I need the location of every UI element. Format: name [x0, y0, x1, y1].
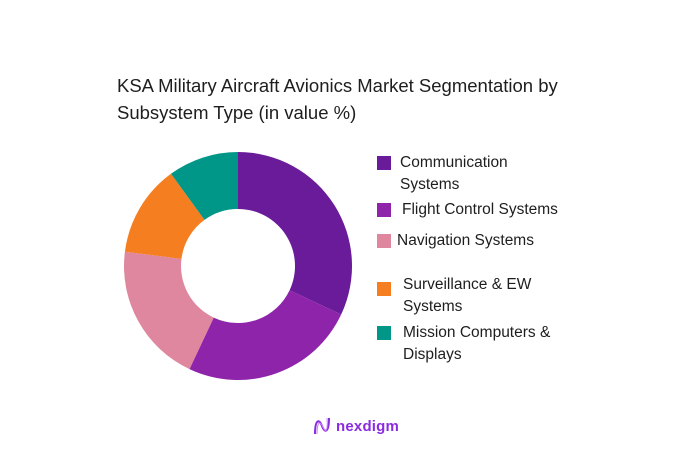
legend-item-communication: Communication Systems [377, 152, 540, 196]
legend-label: Flight Control Systems [402, 201, 558, 218]
legend-label: Surveillance & EW Systems [403, 276, 532, 315]
chart-title: KSA Military Aircraft Avionics Market Se… [117, 75, 558, 123]
donut-slice [124, 173, 205, 259]
legend-item-flight-control: Flight Control Systems [377, 199, 592, 221]
donut-slice [189, 290, 342, 380]
legend-label: Mission Computers & Displays [403, 324, 551, 363]
legend-swatch [377, 156, 391, 170]
donut-slice [170, 152, 238, 220]
legend-item-mission-computers: Mission Computers & Displays [377, 322, 578, 366]
nexdigm-logo: nexdigm [313, 416, 399, 436]
legend-swatch [377, 326, 391, 340]
donut-slice [124, 251, 214, 370]
logo-wave-icon [314, 417, 330, 435]
donut-slice [238, 152, 352, 315]
logo-text: nexdigm [336, 417, 400, 435]
legend-item-navigation: Navigation Systems [377, 230, 587, 252]
legend-swatch [377, 282, 391, 296]
legend-swatch [377, 203, 391, 217]
legend-item-surveillance: Surveillance & EW Systems [377, 274, 553, 318]
legend-label: Communication Systems [400, 154, 508, 193]
legend-swatch [377, 234, 391, 248]
legend-label: Navigation Systems [397, 232, 534, 249]
donut-slices [124, 152, 352, 380]
